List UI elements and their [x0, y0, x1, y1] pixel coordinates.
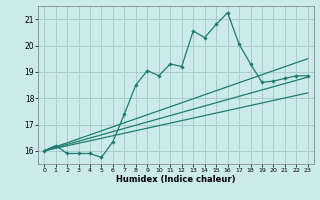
- X-axis label: Humidex (Indice chaleur): Humidex (Indice chaleur): [116, 175, 236, 184]
